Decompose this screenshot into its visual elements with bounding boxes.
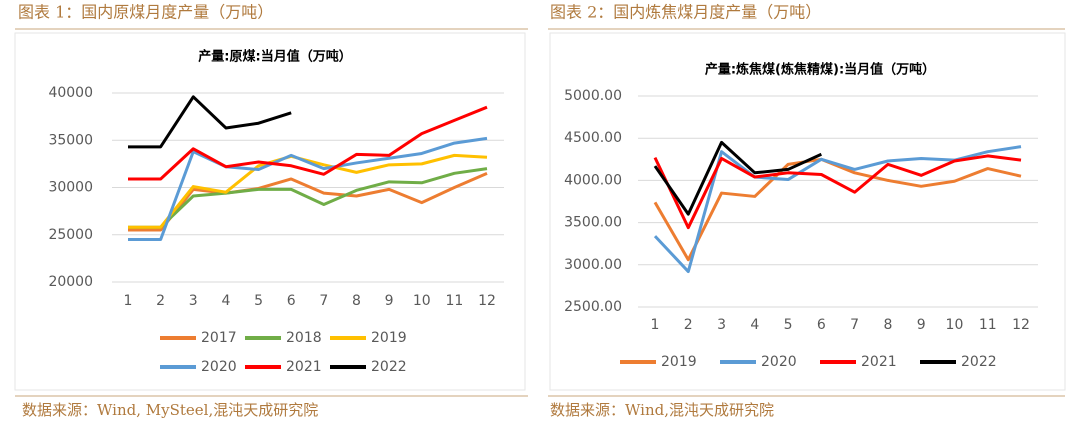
legend-label: 2021 bbox=[861, 354, 897, 370]
x-tick-label: 2 bbox=[684, 317, 693, 333]
x-tick-label: 4 bbox=[221, 293, 230, 309]
chart-frame bbox=[14, 32, 526, 391]
x-tick-label: 4 bbox=[750, 317, 759, 333]
x-tick-label: 1 bbox=[651, 317, 660, 333]
x-tick-label: 6 bbox=[287, 293, 296, 309]
x-tick-label: 1 bbox=[124, 293, 133, 309]
y-tick-label: 35000 bbox=[48, 132, 93, 148]
x-tick-label: 2 bbox=[156, 293, 165, 309]
y-tick-label: 3500.00 bbox=[564, 215, 622, 231]
chart-title: 产量:原煤:当月值（万吨） bbox=[198, 49, 351, 65]
series-line bbox=[653, 154, 1022, 230]
x-tick-label: 3 bbox=[717, 317, 726, 333]
source: 数据来源：Wind,混沌天成研究院 bbox=[550, 401, 774, 419]
caption: 图表 2：国内炼焦煤月度产量（万吨） bbox=[550, 3, 821, 22]
legend-label: 2022 bbox=[961, 354, 997, 370]
series-line bbox=[128, 167, 488, 229]
legend-label: 2021 bbox=[286, 359, 322, 375]
x-tick-label: 11 bbox=[979, 317, 997, 333]
legend-label: 2017 bbox=[201, 330, 237, 346]
x-tick-label: 7 bbox=[850, 317, 859, 333]
legend-label: 2020 bbox=[761, 354, 797, 370]
y-tick-label: 20000 bbox=[48, 274, 93, 290]
series-line bbox=[653, 157, 1022, 262]
x-tick-label: 10 bbox=[946, 317, 964, 333]
legend-label: 2019 bbox=[661, 354, 697, 370]
x-tick-label: 8 bbox=[352, 293, 361, 309]
x-tick-label: 3 bbox=[189, 293, 198, 309]
x-tick-label: 8 bbox=[883, 317, 892, 333]
y-tick-label: 40000 bbox=[48, 85, 93, 101]
source: 数据来源：Wind, MySteel,混沌天成研究院 bbox=[22, 401, 318, 419]
y-tick-label: 5000.00 bbox=[564, 88, 622, 104]
series-line bbox=[128, 136, 488, 241]
legend-label: 2019 bbox=[371, 330, 407, 346]
y-tick-label: 4000.00 bbox=[564, 172, 622, 188]
series-line bbox=[128, 153, 488, 229]
x-tick-label: 5 bbox=[254, 293, 263, 309]
x-tick-label: 10 bbox=[413, 293, 431, 309]
x-tick-label: 6 bbox=[817, 317, 826, 333]
y-tick-label: 30000 bbox=[48, 180, 93, 196]
chart-title: 产量:炼焦煤(炼焦精煤):当月值（万吨） bbox=[705, 62, 935, 78]
y-tick-label: 2500.00 bbox=[564, 299, 622, 315]
x-tick-label: 12 bbox=[1012, 317, 1030, 333]
y-tick-label: 3000.00 bbox=[564, 257, 622, 273]
series-line bbox=[653, 140, 822, 216]
chart-frame bbox=[549, 32, 1066, 391]
legend-label: 2020 bbox=[201, 359, 237, 375]
legend-label: 2018 bbox=[286, 330, 322, 346]
x-tick-label: 7 bbox=[319, 293, 328, 309]
x-tick-label: 5 bbox=[784, 317, 793, 333]
x-tick-label: 11 bbox=[445, 293, 463, 309]
series-line bbox=[128, 95, 292, 149]
legend-label: 2022 bbox=[371, 359, 407, 375]
series-line bbox=[128, 171, 488, 232]
y-tick-label: 25000 bbox=[48, 227, 93, 243]
y-tick-label: 4500.00 bbox=[564, 130, 622, 146]
x-tick-label: 9 bbox=[917, 317, 926, 333]
x-tick-label: 12 bbox=[478, 293, 496, 309]
caption: 图表 1：国内原煤月度产量（万吨） bbox=[18, 3, 273, 22]
x-tick-label: 9 bbox=[385, 293, 394, 309]
series-line bbox=[128, 105, 488, 181]
